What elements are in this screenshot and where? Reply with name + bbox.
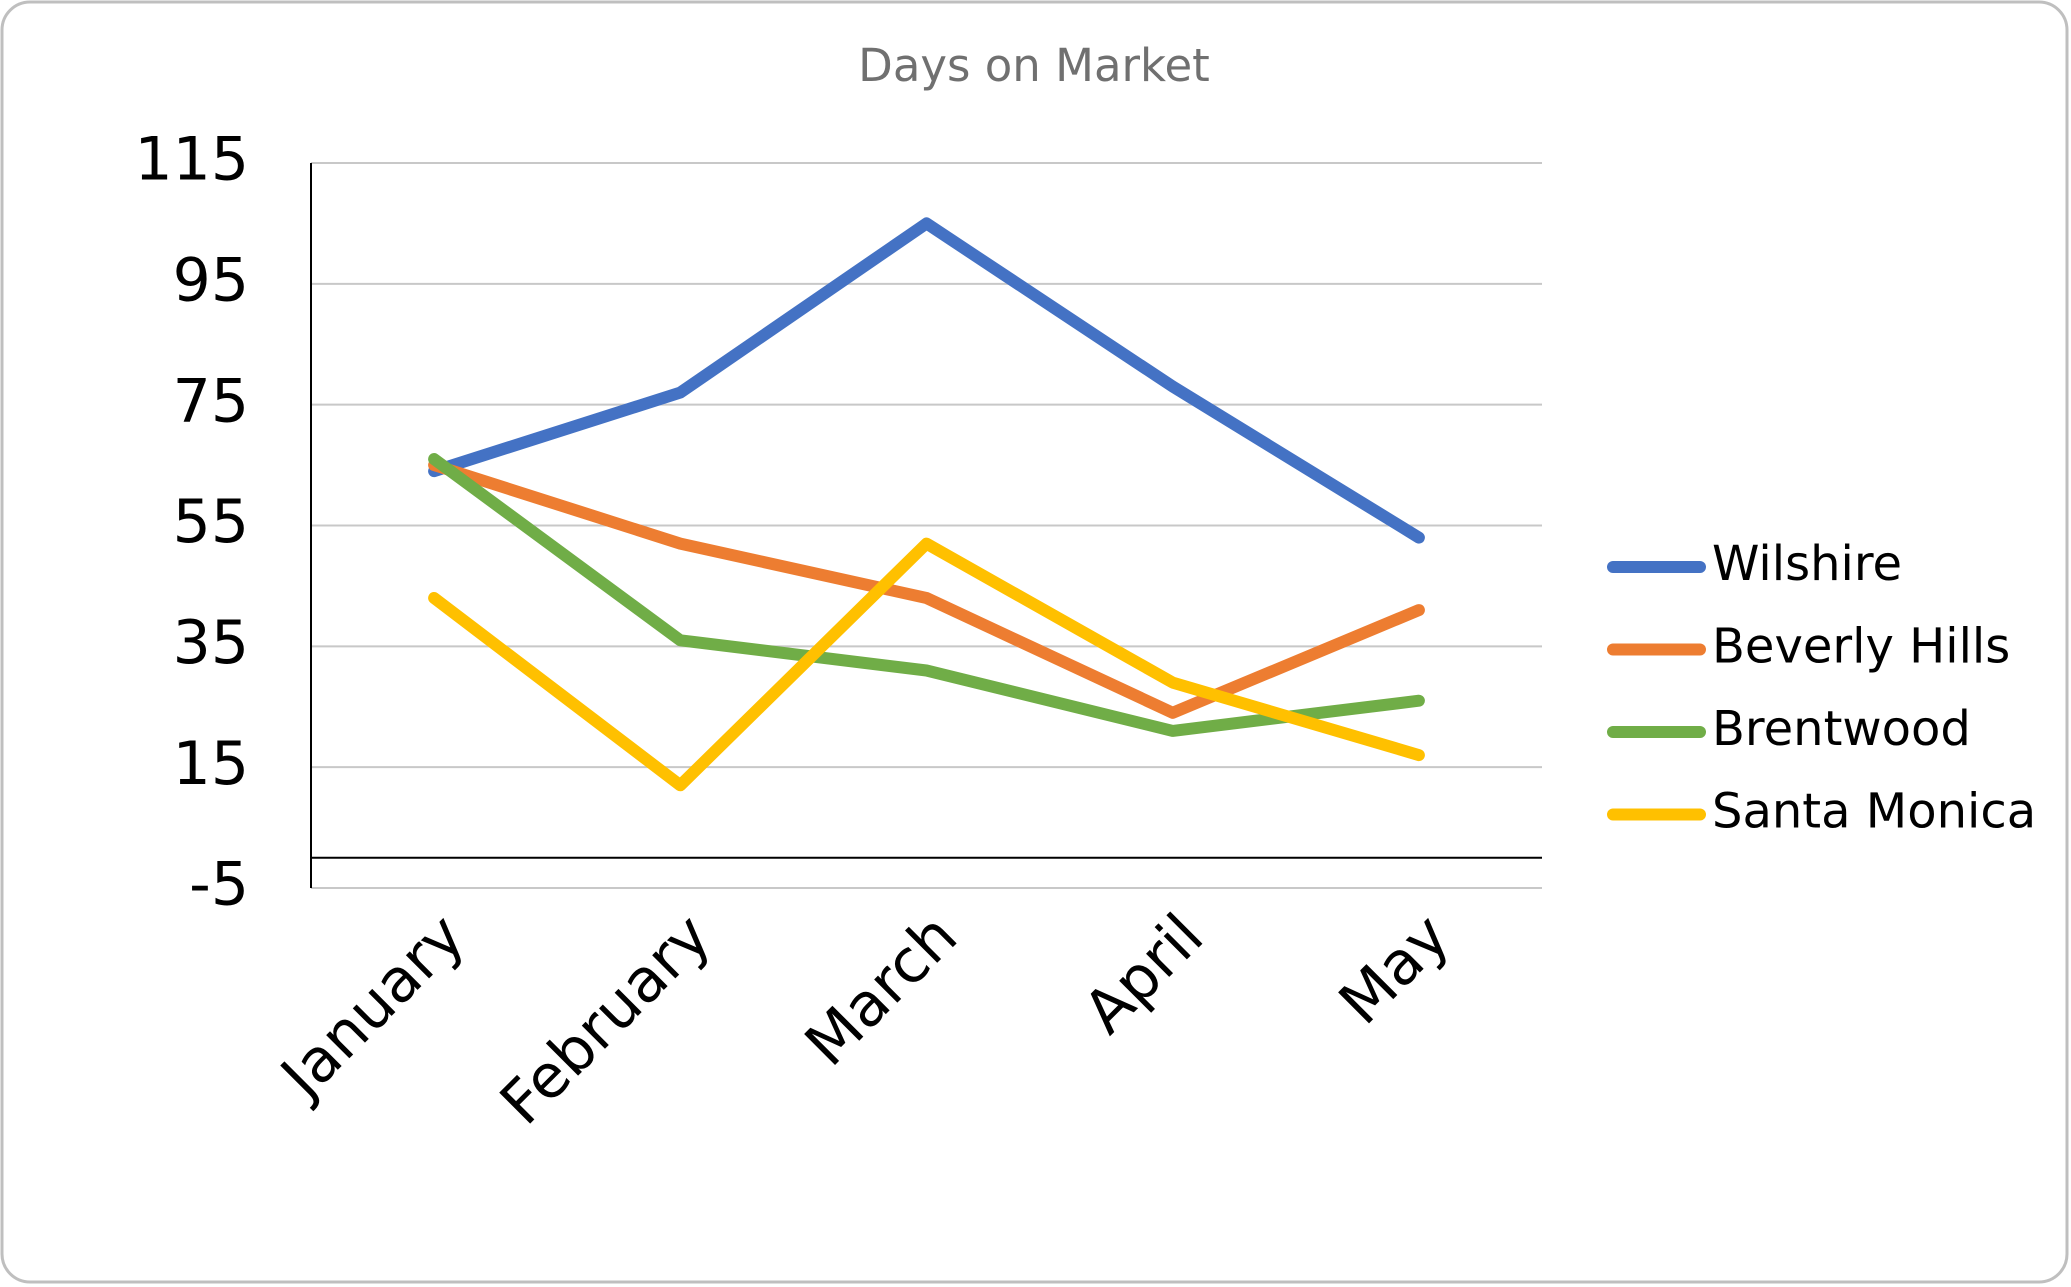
y-tick-label: 75	[173, 366, 249, 436]
line-series	[428, 459, 1425, 719]
y-tick-label: 115	[134, 125, 249, 195]
y-tick-label: 55	[173, 487, 249, 557]
legend-label: Wilshire	[1712, 536, 1902, 592]
line-series	[428, 453, 1425, 737]
line-series	[428, 217, 1425, 544]
chart-title: Days on Market	[858, 39, 1210, 92]
legend-label: Santa Monica	[1712, 784, 2036, 840]
y-tick-label: -5	[189, 850, 249, 920]
legend-label: Beverly Hills	[1712, 619, 2010, 675]
y-tick-label: 35	[173, 608, 249, 678]
y-tick-label: 15	[173, 729, 249, 799]
legend-label: Brentwood	[1712, 701, 1971, 757]
y-tick-label: 95	[173, 245, 249, 315]
line-series	[428, 537, 1425, 792]
